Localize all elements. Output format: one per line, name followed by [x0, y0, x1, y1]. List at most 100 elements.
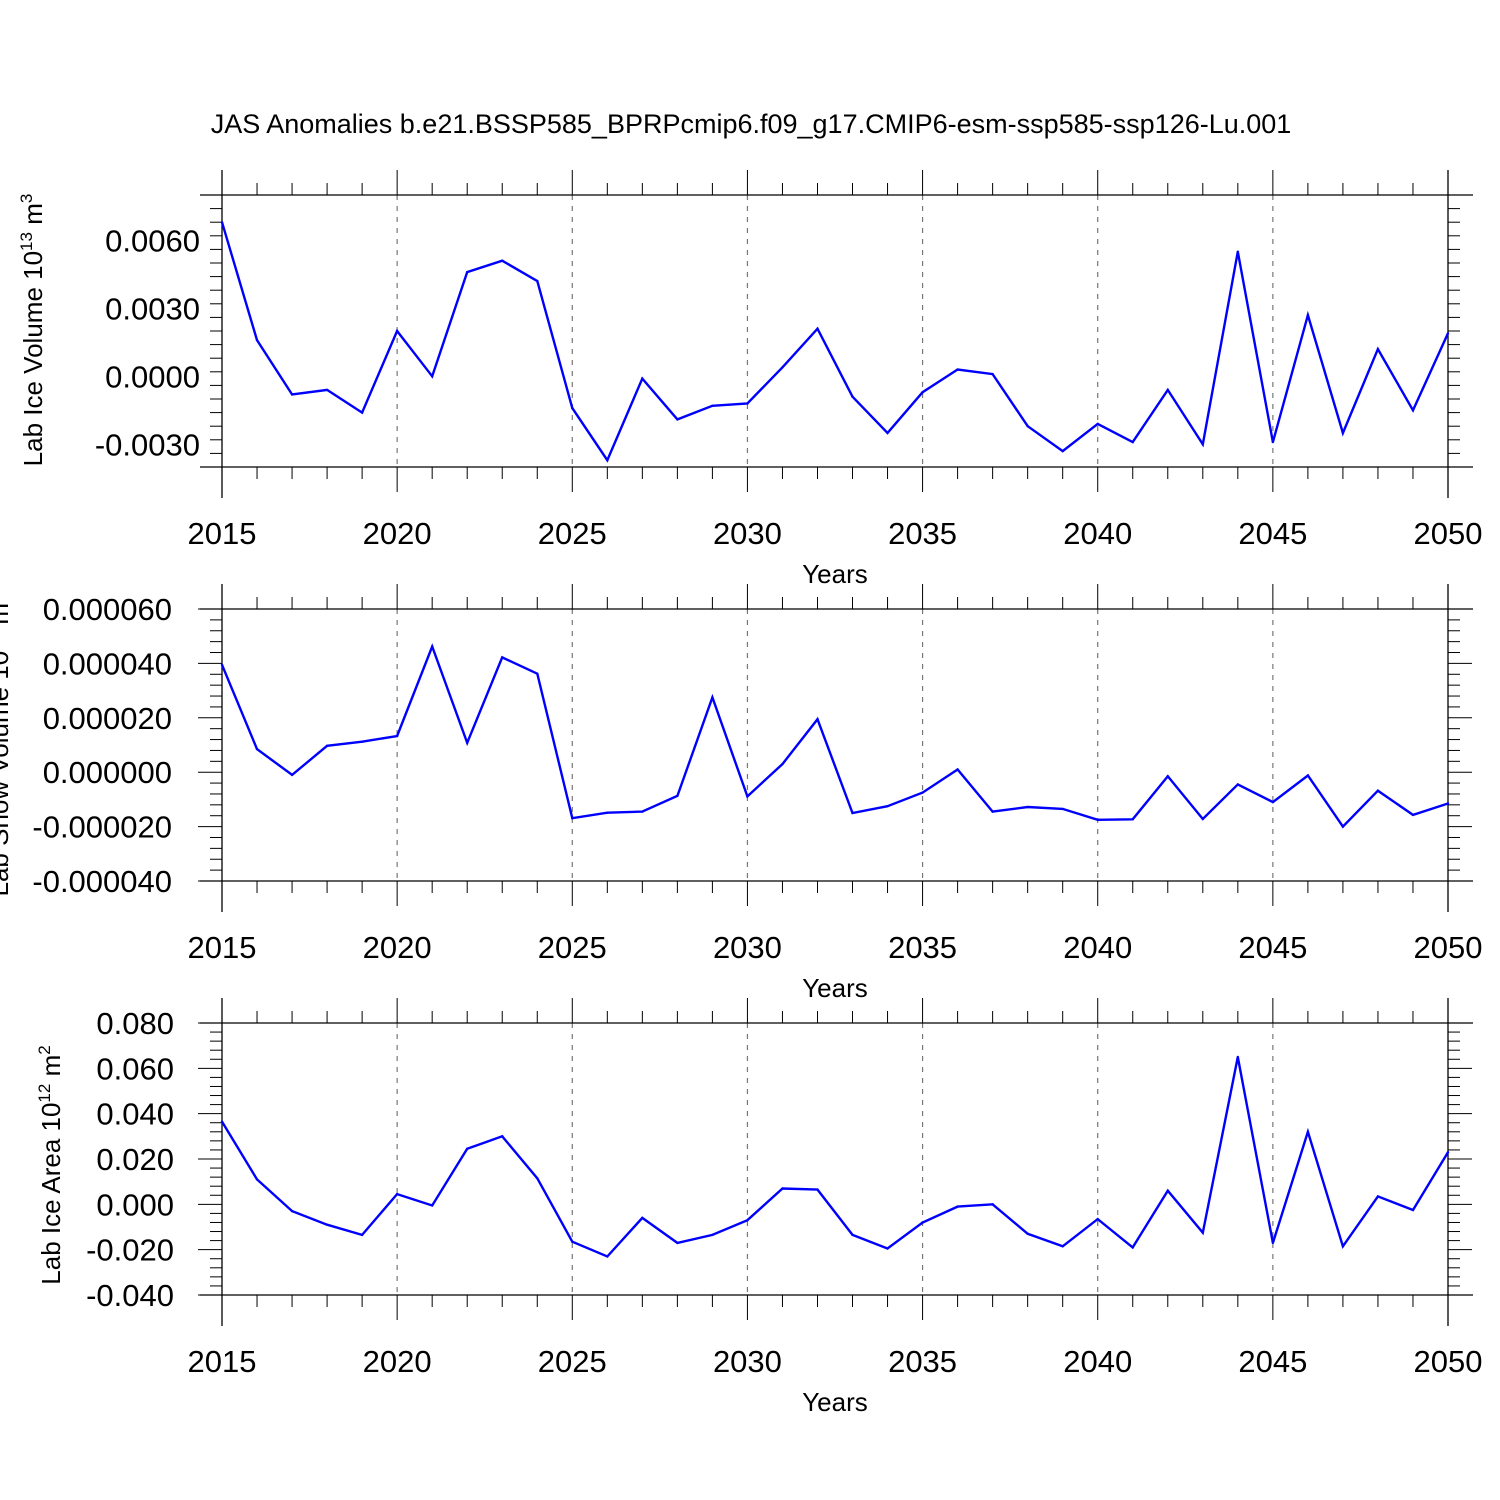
y-tick-label: 0.0060 [105, 223, 200, 258]
data-point [606, 1255, 609, 1258]
x-tick-label: 2045 [1238, 930, 1307, 965]
data-point [571, 406, 574, 410]
data-point [220, 221, 224, 224]
x-tick-label: 2020 [363, 930, 432, 965]
data-point [746, 402, 749, 405]
data-point [1446, 332, 1450, 335]
data-point [1166, 388, 1169, 392]
data-point [466, 270, 469, 274]
y-tick-label: 0.0030 [105, 291, 200, 326]
data-point [781, 762, 784, 766]
data-point [1131, 440, 1134, 444]
data-point [1201, 817, 1205, 821]
data-point [501, 656, 504, 659]
data-point [886, 1247, 889, 1250]
data-point [956, 368, 959, 371]
data-point [1306, 1130, 1310, 1134]
data-point [676, 794, 679, 798]
data-point [430, 375, 434, 378]
x-axis-title: Years [802, 973, 868, 1003]
y-tick-label: -0.000020 [32, 810, 172, 845]
data-point [1306, 774, 1310, 777]
x-tick-label: 2025 [538, 930, 607, 965]
x-tick-label: 2050 [1414, 516, 1483, 551]
data-point [290, 393, 294, 396]
data-point [255, 338, 259, 342]
data-point [1376, 789, 1380, 792]
x-tick-label: 2015 [188, 930, 257, 965]
data-point [1061, 1245, 1064, 1248]
x-tick-label: 2040 [1063, 1344, 1132, 1379]
data-point [501, 259, 504, 262]
y-tick-label: 0.020 [96, 1142, 174, 1177]
data-point [886, 431, 889, 435]
x-tick-label: 2040 [1063, 930, 1132, 965]
x-tick-label: 2020 [363, 516, 432, 551]
x-tick-label: 2040 [1063, 516, 1132, 551]
x-tick-label: 2050 [1414, 930, 1483, 965]
data-point [711, 404, 714, 407]
data-point [886, 805, 889, 808]
x-tick-label: 2025 [538, 1344, 607, 1379]
y-tick-label: 0.000000 [43, 755, 172, 790]
data-point [1131, 818, 1134, 821]
x-tick-label: 2050 [1414, 1344, 1483, 1379]
data-point [1096, 422, 1099, 426]
data-point [1411, 1208, 1415, 1212]
data-point [1376, 1195, 1380, 1198]
x-tick-label: 2035 [888, 1344, 957, 1379]
data-point [1236, 783, 1240, 786]
data-point [851, 395, 854, 398]
data-point [816, 1188, 819, 1191]
data-point [1446, 802, 1450, 805]
x-tick-label: 2015 [188, 1344, 257, 1379]
y-tick-label: 0.000 [96, 1187, 174, 1222]
data-point [1026, 1232, 1029, 1236]
series-line [220, 221, 1450, 463]
data-point [1341, 1245, 1345, 1248]
data-point [746, 1219, 749, 1222]
data-point [1201, 1231, 1205, 1234]
y-tick-label: 0.000060 [43, 592, 172, 627]
data-point [1201, 443, 1205, 446]
data-point [220, 663, 224, 666]
y-tick-label: -0.040 [86, 1278, 174, 1313]
data-point [781, 1187, 784, 1190]
data-point [571, 1240, 574, 1243]
data-point [466, 741, 469, 745]
x-tick-label: 2020 [363, 1344, 432, 1379]
data-point [1026, 805, 1029, 809]
chart-title: JAS Anomalies b.e21.BSSP585_BPRPcmip6.f0… [211, 109, 1292, 139]
data-point [1236, 1055, 1240, 1059]
x-tick-label: 2035 [888, 930, 957, 965]
data-point [1446, 1151, 1450, 1154]
data-point [1341, 825, 1345, 828]
data-point [606, 811, 609, 814]
data-point [851, 1233, 854, 1237]
data-point [851, 811, 854, 815]
data-point [991, 372, 994, 376]
data-point [430, 1204, 434, 1207]
x-tick-label: 2030 [713, 516, 782, 551]
data-point [921, 391, 924, 394]
data-point [1411, 813, 1415, 817]
data-point [536, 672, 539, 675]
data-point [816, 327, 819, 330]
data-point [290, 1209, 294, 1213]
data-point [395, 1192, 399, 1196]
x-axis-title: Years [802, 559, 868, 589]
data-point [1096, 818, 1099, 821]
data-point [255, 747, 259, 751]
data-point [1061, 807, 1064, 811]
y-tick-label: -0.000040 [32, 864, 172, 899]
data-point [1061, 449, 1064, 453]
data-point [325, 744, 329, 748]
data-point [746, 795, 749, 798]
y-tick-label: -0.0030 [95, 427, 200, 462]
data-point [956, 1205, 959, 1208]
data-point [360, 411, 364, 414]
y-tick-label: 0.080 [96, 1006, 174, 1041]
y-axis-title: Lab Ice Area 1012 m2 [35, 1045, 66, 1284]
y-tick-label: 0.000040 [43, 646, 172, 681]
y-tick-label: 0.0000 [105, 359, 200, 394]
